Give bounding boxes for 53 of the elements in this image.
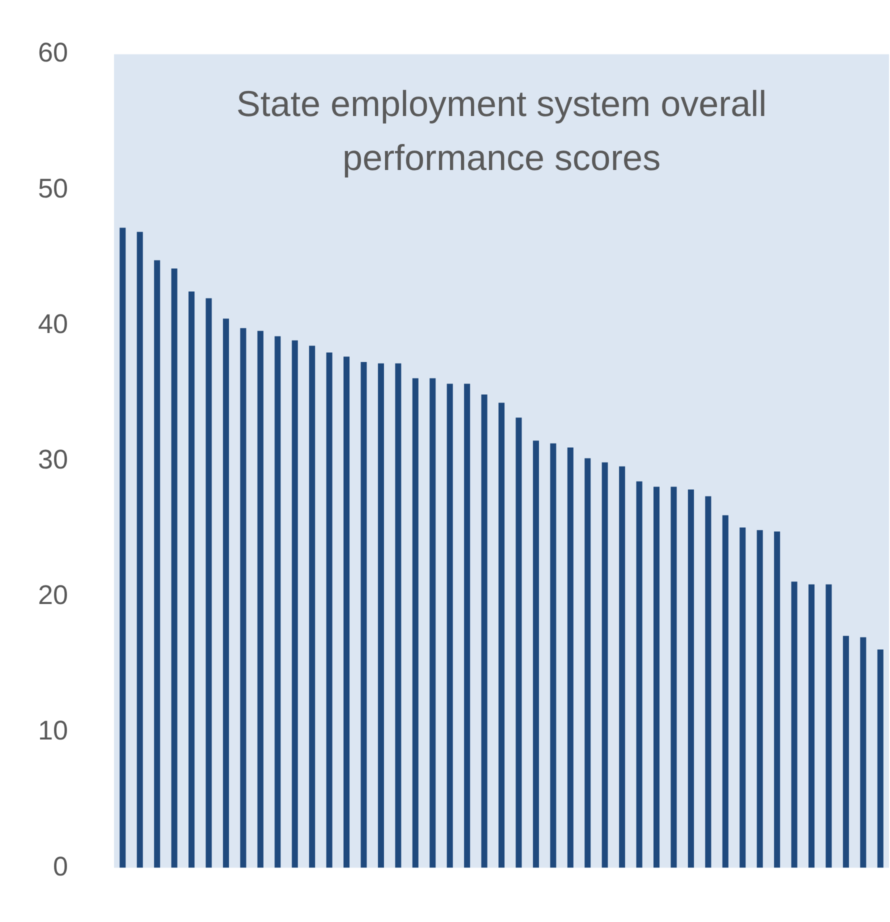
y-tick-label: 40	[38, 308, 68, 339]
bar	[808, 584, 815, 868]
bar	[154, 260, 160, 868]
y-tick-label: 50	[38, 173, 68, 204]
y-tick-label: 20	[38, 580, 68, 610]
bar	[826, 584, 832, 868]
bar	[584, 458, 591, 868]
bar	[274, 336, 281, 868]
bar	[430, 378, 436, 868]
bar	[360, 362, 367, 868]
bar	[206, 298, 212, 868]
y-tick-label: 30	[38, 444, 68, 474]
bar	[842, 636, 849, 868]
bar	[257, 330, 264, 868]
bar	[309, 346, 316, 868]
bar	[326, 352, 332, 868]
bar	[498, 402, 505, 868]
bar	[722, 515, 728, 868]
bar	[446, 384, 453, 868]
bar	[740, 527, 746, 868]
bar	[619, 466, 626, 868]
bar	[670, 486, 677, 868]
bar	[240, 328, 246, 868]
bar	[292, 340, 298, 868]
bar	[188, 292, 195, 868]
bar	[481, 394, 488, 868]
bar	[567, 447, 574, 868]
bar	[877, 649, 884, 868]
bar	[395, 363, 402, 868]
bar	[120, 228, 126, 868]
y-tick-label: 10	[38, 716, 68, 746]
bar	[136, 232, 143, 868]
bar	[171, 268, 178, 868]
bar	[222, 318, 229, 868]
bar	[516, 418, 522, 868]
bar	[344, 356, 350, 868]
bar	[464, 384, 470, 868]
y-tick-label: 60	[38, 38, 68, 68]
bar	[602, 462, 608, 868]
bar	[550, 443, 556, 868]
bar	[791, 582, 798, 868]
bar	[688, 489, 694, 868]
bar	[636, 481, 642, 868]
bar	[860, 637, 866, 868]
bar	[532, 440, 539, 868]
bar	[378, 363, 384, 868]
bar	[653, 486, 660, 868]
bar	[756, 530, 763, 868]
bar	[705, 496, 712, 868]
y-tick-label: 0	[53, 851, 68, 882]
text: State employment system overall performance scores	[236, 83, 767, 178]
bar	[774, 532, 780, 868]
bar	[412, 378, 418, 868]
